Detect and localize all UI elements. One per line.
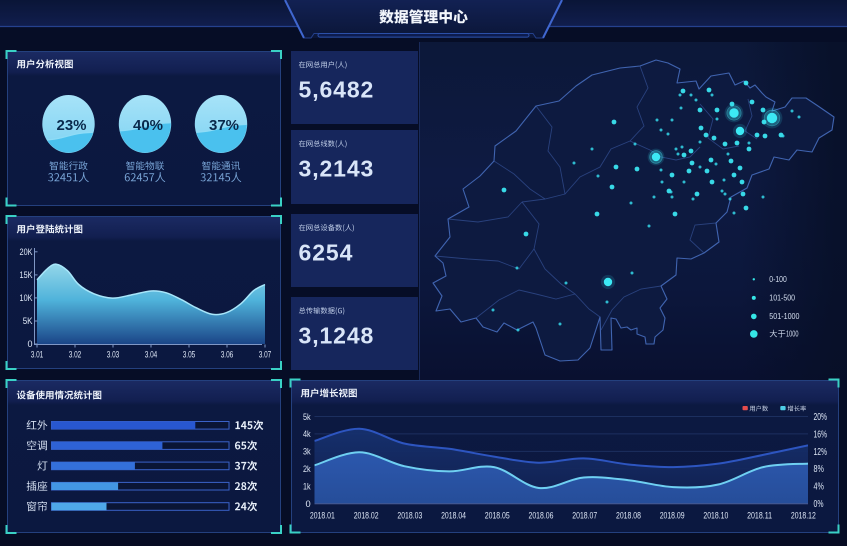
svg-text:6254: 6254	[299, 240, 354, 266]
svg-text:3.03: 3.03	[107, 350, 120, 361]
svg-text:4k: 4k	[303, 429, 311, 439]
svg-text:23%: 23%	[56, 117, 86, 134]
svg-text:3.04: 3.04	[145, 350, 158, 361]
svg-text:501-1000: 501-1000	[769, 311, 799, 321]
svg-text:10K: 10K	[20, 293, 33, 303]
svg-text:8%: 8%	[814, 464, 825, 475]
svg-text:15K: 15K	[20, 270, 33, 280]
svg-text:0: 0	[306, 499, 311, 509]
svg-text:3k: 3k	[303, 447, 311, 457]
svg-text:3.07: 3.07	[259, 350, 272, 361]
svg-text:2018.01: 2018.01	[310, 510, 335, 520]
svg-text:2018.03: 2018.03	[397, 510, 422, 520]
svg-text:2018.08: 2018.08	[616, 510, 641, 520]
svg-text:2018.12: 2018.12	[791, 510, 816, 520]
svg-text:40%: 40%	[133, 117, 163, 134]
svg-text:4%: 4%	[814, 482, 825, 493]
svg-text:5K: 5K	[23, 316, 33, 326]
svg-text:2018.10: 2018.10	[703, 510, 728, 520]
svg-text:12%: 12%	[814, 447, 828, 458]
svg-text:0: 0	[27, 339, 32, 349]
svg-text:3,1248: 3,1248	[299, 323, 375, 349]
svg-text:1000: 1000	[786, 329, 799, 339]
svg-text:20K: 20K	[20, 247, 33, 257]
svg-text:2k: 2k	[303, 464, 311, 474]
svg-text:2018.04: 2018.04	[441, 510, 466, 520]
svg-text:2018.06: 2018.06	[529, 510, 554, 520]
svg-text:2018.02: 2018.02	[354, 510, 379, 520]
svg-text:16%: 16%	[814, 429, 828, 440]
svg-text:3.05: 3.05	[183, 350, 196, 361]
svg-text:2018.11: 2018.11	[747, 510, 772, 520]
svg-text:2018.05: 2018.05	[485, 510, 510, 520]
svg-text:3.06: 3.06	[221, 350, 234, 361]
svg-text:5,6482: 5,6482	[299, 77, 375, 103]
svg-text:2018.09: 2018.09	[660, 510, 685, 520]
svg-text:1k: 1k	[303, 482, 311, 492]
svg-text:5k: 5k	[303, 412, 311, 422]
svg-text:20%: 20%	[814, 412, 828, 423]
svg-text:0-100: 0-100	[769, 274, 787, 284]
svg-text:0%: 0%	[814, 499, 824, 510]
svg-text:101-500: 101-500	[769, 293, 795, 303]
svg-text:2018.07: 2018.07	[572, 510, 597, 520]
svg-text:37%: 37%	[209, 117, 239, 134]
svg-text:3,2143: 3,2143	[299, 156, 375, 182]
svg-text:3.01: 3.01	[31, 350, 44, 361]
svg-text:3.02: 3.02	[69, 350, 82, 361]
